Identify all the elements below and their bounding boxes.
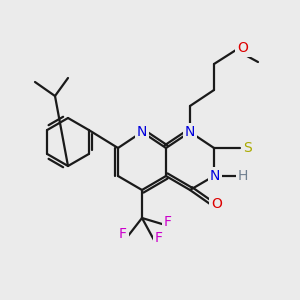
- Text: O: O: [212, 197, 222, 211]
- Text: F: F: [164, 215, 172, 229]
- Text: S: S: [243, 141, 251, 155]
- Text: N: N: [137, 125, 147, 139]
- Text: F: F: [155, 231, 163, 245]
- Text: N: N: [210, 169, 220, 183]
- Text: H: H: [238, 169, 248, 183]
- Text: F: F: [119, 227, 127, 241]
- Text: N: N: [185, 125, 195, 139]
- Text: O: O: [238, 41, 248, 55]
